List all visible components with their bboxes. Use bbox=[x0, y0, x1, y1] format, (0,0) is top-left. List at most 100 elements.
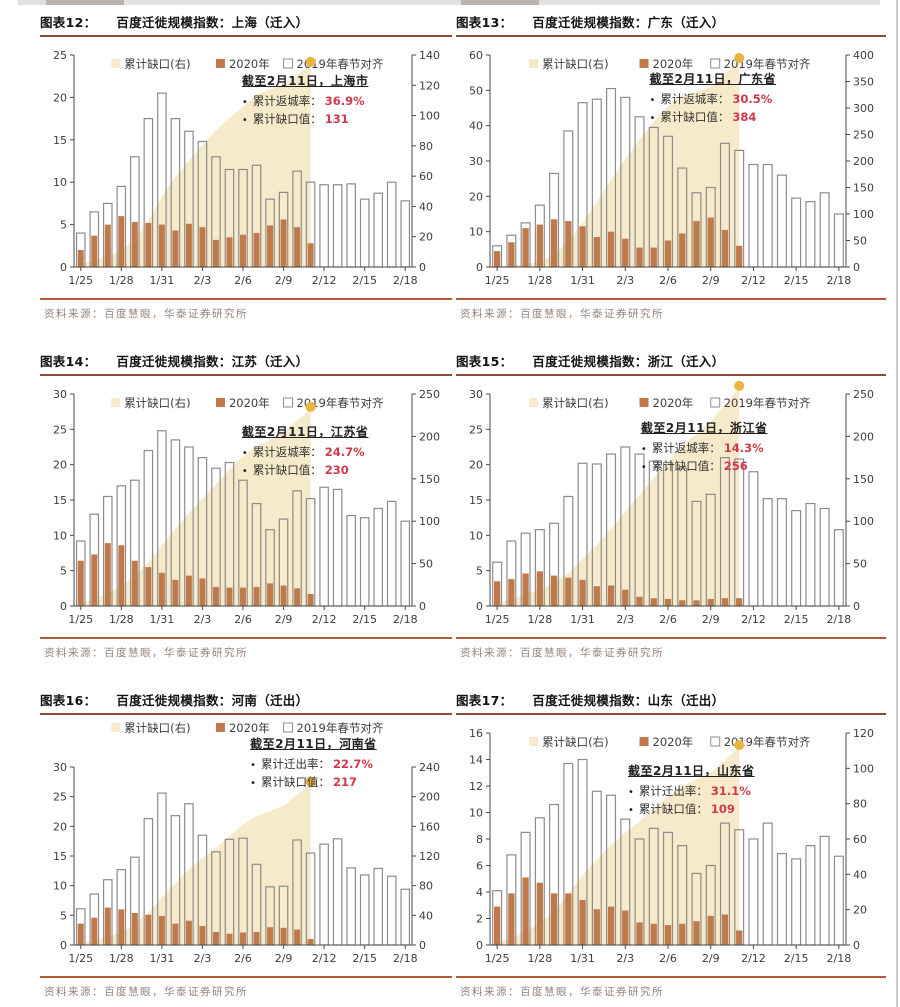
annotation-header: 截至2月11日，河南省 bbox=[250, 737, 377, 751]
bar-2020 bbox=[679, 600, 686, 606]
legend-swatch bbox=[529, 59, 539, 68]
right-tick-label: 100 bbox=[419, 515, 440, 528]
bar-2020 bbox=[493, 906, 501, 945]
metric-label: 累计迁出率： bbox=[261, 757, 331, 772]
x-tick-label: 1/25 bbox=[68, 952, 93, 965]
bar-2020 bbox=[280, 585, 287, 606]
left-tick-label: 25 bbox=[469, 423, 483, 436]
right-tick-label: 250 bbox=[853, 388, 874, 401]
metric-label: 累计缺口值： bbox=[638, 801, 708, 816]
bar-2020 bbox=[253, 931, 260, 945]
figure-number: 图表16： bbox=[40, 693, 97, 708]
metric-label: 累计返城率： bbox=[660, 92, 730, 107]
source-text: 资料来源：百度慧眼，华泰证券研究所 bbox=[460, 647, 664, 659]
left-tick-label: 0 bbox=[60, 600, 67, 613]
x-tick-label: 1/31 bbox=[570, 274, 595, 287]
metric-label: 累计迁出率： bbox=[638, 784, 708, 799]
annotation-line: 累计缺口值： 217 bbox=[250, 774, 456, 792]
metric-label: 累计缺口值： bbox=[252, 462, 322, 477]
annotation-line: 累计迁出率： 22.7% bbox=[250, 756, 456, 774]
x-tick-label: 2/12 bbox=[741, 952, 766, 965]
left-tick-label: 60 bbox=[469, 49, 483, 62]
source-text: 资料来源：百度慧眼，华泰证券研究所 bbox=[460, 986, 664, 998]
bar-2020 bbox=[226, 587, 233, 606]
bar-2020 bbox=[91, 554, 98, 606]
bar-2020 bbox=[118, 909, 125, 945]
x-tick-label: 2/3 bbox=[194, 613, 212, 626]
legend-label: 2020年 bbox=[653, 396, 694, 410]
chart-title: 图表14： 百度迁徙规模指数：江苏（迁入） bbox=[40, 351, 452, 376]
migration-chart-zhejiang: 0 5 10 15 20 25 30 0 50 100 150 200 250 1/25 1/28 1/31 2… bbox=[469, 380, 874, 626]
bar-2020 bbox=[77, 923, 84, 945]
legend-swatch bbox=[283, 397, 294, 408]
metric-label: 累计返城率： bbox=[651, 441, 721, 456]
left-tick-label: 50 bbox=[469, 84, 483, 97]
right-tick-label: 20 bbox=[419, 231, 433, 244]
source-text: 资料来源：百度慧眼，华泰证券研究所 bbox=[44, 308, 248, 320]
bar-2019 bbox=[400, 888, 411, 946]
right-tick-label: 160 bbox=[419, 820, 440, 833]
page-edge-line bbox=[896, 0, 898, 1007]
bar-2019 bbox=[319, 486, 329, 607]
chart-canvas: 0 2 4 6 8 10 12 14 16 0 20 40 60 80 100 120 1/25 1/28 1/31… bbox=[456, 717, 886, 975]
figure-title: 百度迁徙规模指数：河南（迁出） bbox=[116, 693, 309, 708]
left-tick-label: 0 bbox=[60, 261, 67, 274]
bar-2020 bbox=[593, 586, 600, 606]
metric-value: 217 bbox=[333, 774, 358, 789]
bar-2020 bbox=[199, 578, 206, 606]
legend-label: 2020年 bbox=[229, 57, 270, 71]
bar-2020 bbox=[172, 579, 179, 606]
bar-2020 bbox=[267, 583, 274, 606]
left-tick-label: 25 bbox=[53, 423, 67, 436]
right-tick-label: 0 bbox=[853, 600, 860, 613]
metric-value: 131 bbox=[324, 111, 349, 126]
x-tick-label: 2/9 bbox=[275, 613, 293, 626]
bar-2019 bbox=[805, 502, 816, 607]
bar-2019 bbox=[373, 867, 383, 946]
x-tick-label: 2/15 bbox=[784, 274, 809, 287]
chart-block-shanghai: 图表12： 百度迁徙规模指数：上海（迁入） 0 5 10 15 20 25 0 20 40 60 8… bbox=[40, 12, 452, 321]
bar-2020 bbox=[636, 247, 643, 267]
left-tick-label: 6 bbox=[476, 860, 483, 873]
annotation: 截至2月11日，浙江省 累计返城率： 14.3% 累计缺口值： 256 bbox=[641, 420, 856, 475]
bar-2020 bbox=[664, 240, 672, 267]
left-tick-label: 0 bbox=[476, 261, 483, 274]
left-tick-label: 10 bbox=[469, 226, 483, 239]
chart-title: 图表15： 百度迁徙规模指数：浙江（迁入） bbox=[456, 351, 886, 376]
metric-value: 384 bbox=[732, 109, 757, 124]
metric-value: 256 bbox=[723, 458, 748, 473]
chart-title: 图表12： 百度迁徙规模指数：上海（迁入） bbox=[40, 12, 452, 37]
legend-swatch bbox=[215, 398, 225, 407]
bar-2020 bbox=[650, 247, 657, 267]
bar-2020 bbox=[707, 598, 714, 606]
x-tick-label: 1/25 bbox=[485, 952, 510, 965]
left-tick-label: 25 bbox=[53, 791, 67, 804]
bar-2020 bbox=[253, 586, 260, 606]
annotation-line: 累计返城率： 14.3% bbox=[641, 440, 856, 458]
bar-2020 bbox=[522, 877, 529, 945]
x-tick-label: 2/15 bbox=[784, 952, 809, 965]
annotation: 截至2月11日，河南省 累计迁出率： 22.7% 累计缺口值： 217 bbox=[250, 736, 456, 791]
left-tick-label: 4 bbox=[476, 886, 483, 899]
bar-2020 bbox=[636, 596, 643, 606]
source-text: 资料来源：百度慧眼，华泰证券研究所 bbox=[44, 986, 248, 998]
annotation-line: 累计缺口值： 109 bbox=[628, 801, 843, 819]
chart-title: 图表13： 百度迁徙规模指数：广东（迁入） bbox=[456, 12, 886, 37]
left-tick-label: 30 bbox=[53, 761, 67, 774]
bar-2020 bbox=[212, 239, 219, 267]
right-tick-label: 50 bbox=[853, 558, 867, 571]
chart-block-guangdong: 图表13： 百度迁徙规模指数：广东（迁入） 0 10 20 30 40 50 60 0 50 10… bbox=[456, 12, 886, 321]
source-text: 资料来源：百度慧眼，华泰证券研究所 bbox=[460, 308, 664, 320]
metric-value: 31.1% bbox=[710, 784, 751, 799]
x-tick-label: 1/31 bbox=[150, 274, 175, 287]
x-tick-label: 2/3 bbox=[194, 952, 212, 965]
x-tick-label: 2/6 bbox=[234, 274, 252, 287]
figure-title: 百度迁徙规模指数：上海（迁入） bbox=[116, 15, 309, 30]
metric-label: 累计返城率： bbox=[252, 94, 322, 109]
bar-2020 bbox=[212, 586, 219, 606]
left-tick-label: 20 bbox=[469, 190, 483, 203]
left-tick-label: 20 bbox=[53, 459, 67, 472]
annotation-header: 截至2月11日，上海市 bbox=[241, 74, 369, 88]
right-tick-label: 350 bbox=[853, 76, 874, 89]
right-tick-label: 150 bbox=[853, 473, 874, 486]
